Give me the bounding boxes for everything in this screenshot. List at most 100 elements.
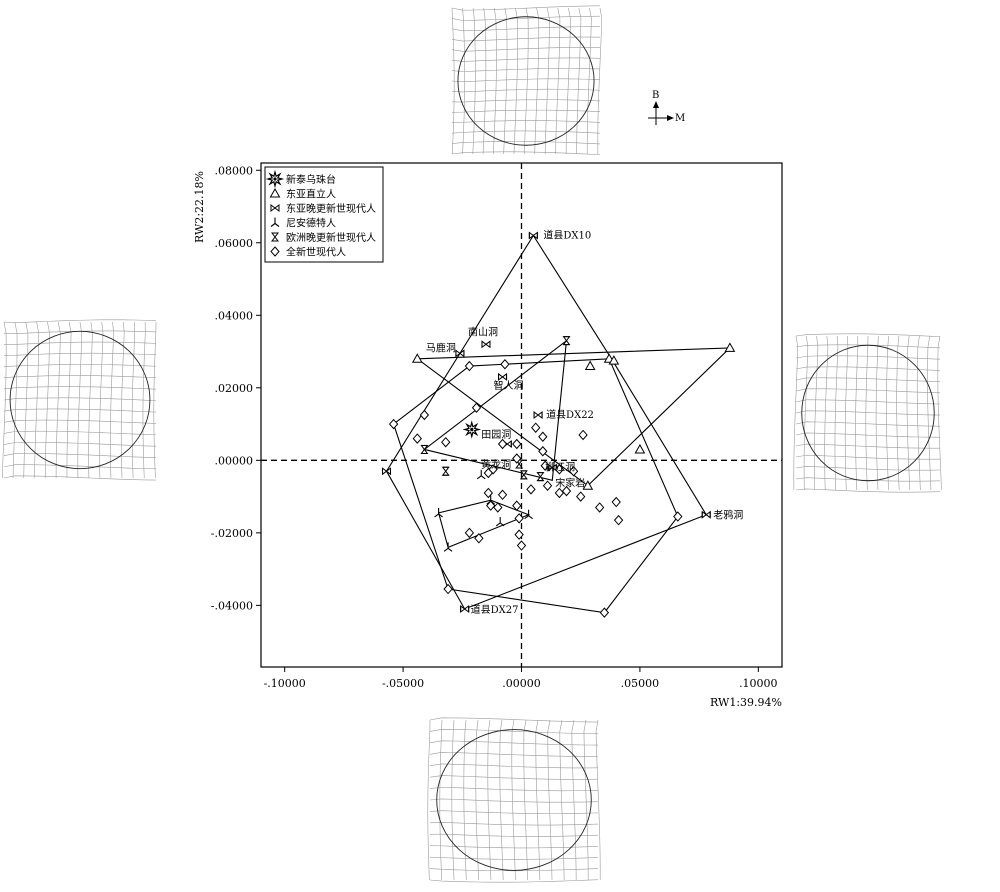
point-tripod	[443, 542, 453, 552]
point-diamond	[500, 358, 510, 370]
point-diamond	[512, 453, 522, 464]
point-triangle	[724, 342, 736, 352]
point-diamond	[493, 502, 503, 513]
point-bowtie	[460, 604, 470, 613]
legend-label: 欧洲晚更新世现代人	[286, 231, 376, 244]
legend-marker-tripod	[270, 217, 280, 227]
point-diamond	[464, 527, 475, 539]
point-diamond	[486, 500, 496, 511]
point-tripod	[495, 516, 505, 527]
legend-label: 东亚晚更新世现代人	[286, 202, 376, 215]
legend-item: 东亚直立人	[269, 187, 336, 201]
point-diamond	[673, 511, 683, 522]
legend-marker-hourglass	[271, 232, 279, 242]
point-diamond	[441, 436, 451, 448]
deformation-grid	[2, 319, 157, 481]
point-hourglass	[562, 336, 571, 346]
data-points	[382, 231, 736, 618]
compass-up-label: B	[652, 90, 659, 101]
legend-marker-triangle	[269, 187, 281, 198]
point-diamond	[471, 402, 482, 414]
point-label: 道县DX10	[543, 229, 591, 242]
deformation-grids	[2, 5, 942, 883]
point-triangle	[608, 355, 620, 365]
point-bowtie	[455, 349, 465, 358]
point-triangle	[634, 443, 646, 454]
point-diamond	[599, 607, 610, 618]
point-diamond	[497, 438, 508, 450]
point-diamond	[561, 485, 572, 497]
point-diamond	[388, 418, 399, 430]
point-diamond	[594, 502, 605, 513]
legend-label: 东亚直立人	[286, 188, 336, 201]
point-bowtie	[382, 467, 392, 476]
legend-label: 尼安德特人	[286, 217, 336, 230]
point-diamond	[538, 431, 548, 443]
point-label: 宋家岩	[555, 476, 585, 489]
point-bowtie	[701, 510, 711, 519]
point-label: 田园洞	[481, 429, 511, 441]
point-star	[462, 420, 482, 439]
deformation-grid	[451, 5, 603, 155]
y-tick-label: .06000	[215, 237, 254, 250]
outline-shape	[9, 330, 151, 470]
legend-marker-star	[265, 169, 285, 189]
point-diamond	[531, 422, 541, 433]
x-tick-label: .00000	[502, 677, 541, 690]
point-diamond	[483, 487, 494, 499]
point-bowtie	[547, 463, 557, 472]
legend-item: 新泰乌珠台	[265, 169, 336, 189]
point-diamond	[542, 480, 553, 491]
y-tick-label: -.04000	[211, 599, 253, 612]
point-diamond	[514, 529, 524, 540]
legend-marker-diamond	[270, 246, 280, 257]
point-triangle	[584, 360, 596, 371]
point-bowtie	[481, 340, 491, 349]
group-hulls	[385, 234, 732, 614]
outline-shape	[436, 729, 592, 871]
point-label: 智人洞	[494, 379, 524, 392]
hull-hourglass	[423, 339, 568, 481]
y-tick-label: -.02000	[211, 527, 253, 540]
point-diamond	[540, 460, 550, 472]
point-diamond	[474, 533, 484, 544]
point-bowtie	[498, 372, 508, 381]
x-tick-label: -.05000	[382, 677, 424, 690]
point-triangle	[411, 353, 423, 363]
point-label: 道县DX27	[471, 603, 519, 616]
point-bowtie	[533, 411, 543, 419]
hull-bowtie	[385, 234, 708, 610]
point-diamond	[512, 438, 522, 450]
point-hourglass	[536, 472, 545, 482]
point-label: 老鸦洞	[713, 509, 743, 522]
y-tick-label: .00000	[215, 454, 254, 467]
y-axis-label: RW2:22.18%	[193, 171, 206, 243]
legend-item: 全新世现代人	[270, 246, 346, 259]
point-label: 马鹿洞	[426, 341, 456, 354]
deformation-grid	[427, 717, 601, 883]
x-tick-label: .10000	[739, 677, 778, 690]
y-tick-label: .02000	[215, 382, 254, 395]
point-diamond	[516, 540, 527, 551]
point-tripod	[434, 507, 443, 518]
point-diamond	[538, 446, 548, 457]
x-axis-ticks: -.10000 -.05000 .00000 .05000 .10000	[264, 667, 778, 690]
legend-item: 尼安德特人	[270, 217, 336, 230]
legend-label: 新泰乌珠台	[286, 173, 336, 186]
hull-triangle	[415, 347, 732, 487]
deformation-grid	[793, 333, 942, 493]
point-label: 柳江洞	[545, 461, 575, 474]
point-label: 黄龙洞	[481, 458, 511, 471]
y-tick-label: .08000	[215, 164, 254, 177]
point-diamond	[514, 513, 524, 524]
point-diamond	[554, 487, 565, 499]
legend-item: 东亚晚更新世现代人	[270, 202, 376, 215]
point-label: 南山洞	[468, 325, 498, 338]
y-tick-label: .04000	[215, 309, 254, 322]
outline-shape	[801, 344, 935, 482]
x-tick-label: .05000	[621, 677, 660, 690]
point-diamond	[554, 464, 565, 475]
